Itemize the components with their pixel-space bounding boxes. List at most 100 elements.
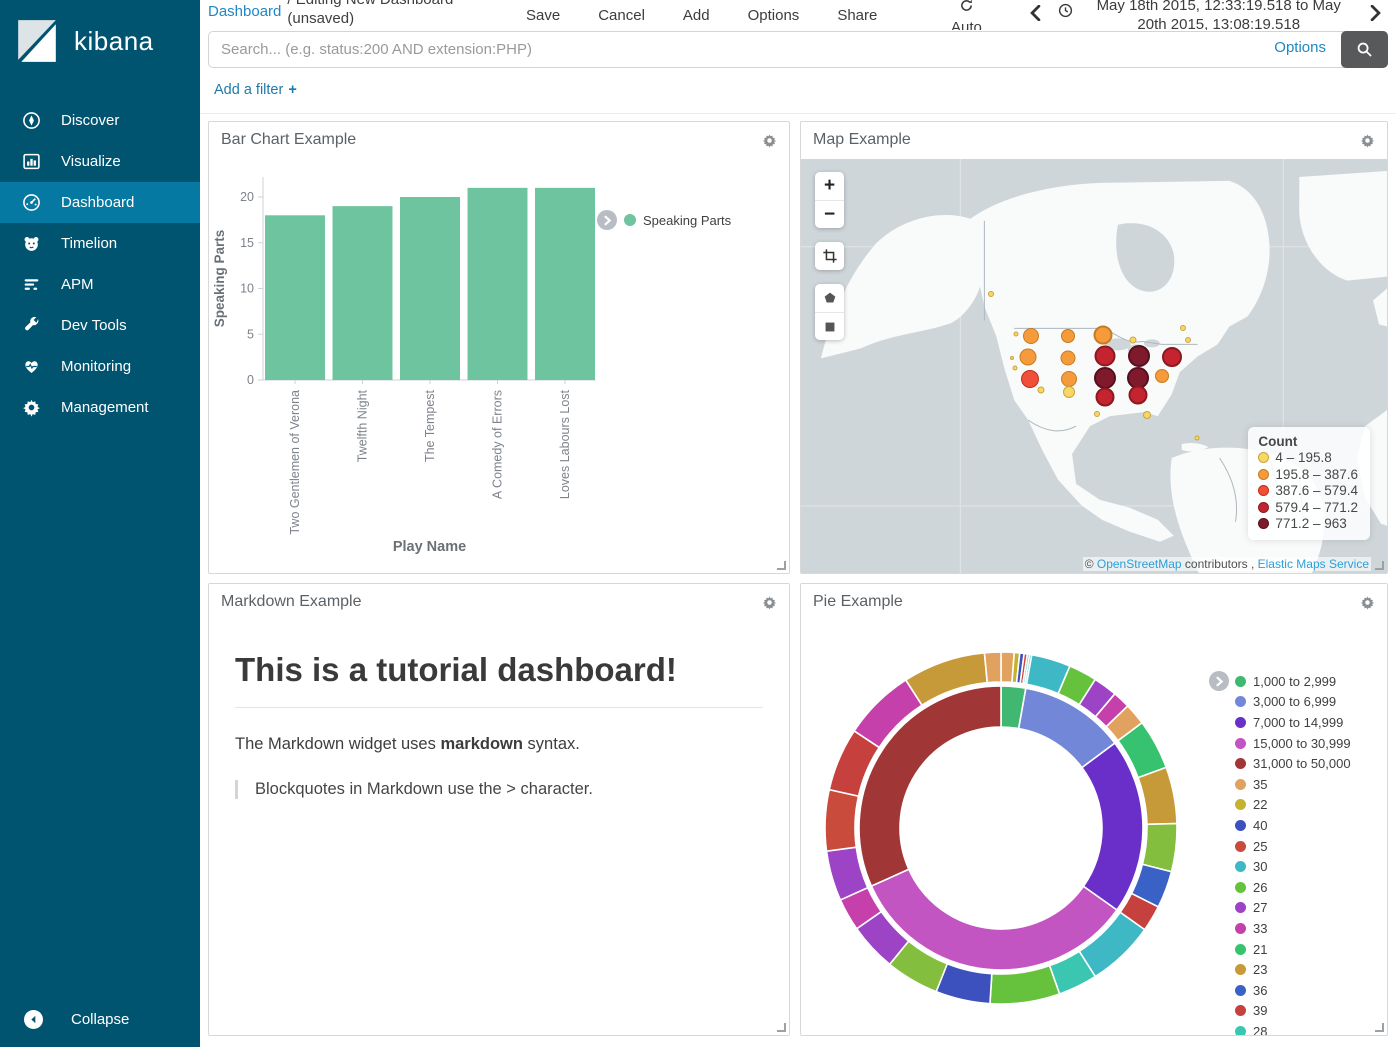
- map-body[interactable]: + −: [801, 159, 1387, 573]
- map-data-circle[interactable]: [1023, 328, 1039, 344]
- openstreetmap-link[interactable]: OpenStreetMap: [1096, 557, 1182, 571]
- resize-handle[interactable]: [777, 561, 786, 570]
- time-forward-button[interactable]: [1365, 4, 1386, 24]
- sidebar-item-monitoring[interactable]: Monitoring: [0, 346, 200, 387]
- map-data-circle[interactable]: [1093, 325, 1113, 345]
- legend-toggle-icon[interactable]: [1209, 671, 1229, 691]
- map-data-circle[interactable]: [1061, 329, 1075, 343]
- map-data-circle[interactable]: [1095, 387, 1115, 407]
- pie-legend-item[interactable]: 26: [1209, 877, 1351, 898]
- sidebar-item-timelion[interactable]: Timelion: [0, 223, 200, 264]
- add-filter-link[interactable]: Add a filter +: [214, 82, 297, 98]
- sidebar-item-discover[interactable]: Discover: [0, 100, 200, 141]
- pie-legend-item[interactable]: 36: [1209, 980, 1351, 1001]
- svg-text:0: 0: [247, 373, 254, 387]
- breadcrumb-dashboard-link[interactable]: Dashboard: [208, 3, 282, 20]
- map-data-circle[interactable]: [1155, 369, 1169, 383]
- sidebar-item-visualize[interactable]: Visualize: [0, 141, 200, 182]
- outer-ring-slice[interactable]: [989, 964, 1061, 1005]
- pie-legend-item[interactable]: 39: [1209, 1001, 1351, 1022]
- map-data-circle[interactable]: [1094, 345, 1116, 367]
- map-draw-rectangle-button[interactable]: [815, 312, 844, 340]
- map-data-circle[interactable]: [1143, 411, 1151, 419]
- map-data-circle[interactable]: [1094, 411, 1100, 417]
- search-button[interactable]: [1341, 31, 1388, 68]
- sidebar: kibana Discover Visualize Dashboard Timelio…: [0, 0, 200, 1047]
- share-button[interactable]: Share: [837, 7, 878, 24]
- panel-options-gear-icon[interactable]: [762, 133, 777, 148]
- map-data-circle[interactable]: [1060, 350, 1076, 366]
- map-data-circle[interactable]: [1094, 367, 1116, 389]
- map-draw-polygon-button[interactable]: [815, 284, 844, 312]
- options-button[interactable]: Options: [747, 7, 800, 24]
- panel-options-gear-icon[interactable]: [1360, 133, 1375, 148]
- map-data-circle[interactable]: [1037, 386, 1045, 394]
- map-data-circle[interactable]: [1021, 370, 1039, 388]
- sidebar-item-dev-tools[interactable]: Dev Tools: [0, 305, 200, 346]
- resize-handle[interactable]: [1375, 1023, 1384, 1032]
- pie-legend-item[interactable]: 23: [1209, 959, 1351, 980]
- time-range-picker[interactable]: May 18th 2015, 12:33:19.518 to May 20th …: [1058, 0, 1357, 30]
- pie-legend-item[interactable]: 1,000 to 2,999: [1209, 671, 1351, 692]
- map-data-circle[interactable]: [1162, 347, 1182, 367]
- resize-handle[interactable]: [777, 1023, 786, 1032]
- map-data-circle[interactable]: [1013, 331, 1019, 337]
- search-options-link[interactable]: Options: [1274, 39, 1326, 56]
- map-data-circle[interactable]: [1194, 435, 1200, 441]
- pie-legend-item[interactable]: 3,000 to 6,999: [1209, 692, 1351, 713]
- sidebar-item-apm[interactable]: APM: [0, 264, 200, 305]
- auto-refresh-button[interactable]: Auto refresh: [933, 0, 999, 30]
- map-data-circle[interactable]: [1010, 356, 1014, 360]
- panel-options-gear-icon[interactable]: [762, 595, 777, 610]
- add-button[interactable]: Add: [682, 7, 710, 24]
- resize-handle[interactable]: [1375, 561, 1384, 570]
- time-back-button[interactable]: [1025, 4, 1046, 24]
- sidebar-item-management[interactable]: Management: [0, 387, 200, 428]
- panel-options-gear-icon[interactable]: [1360, 595, 1375, 610]
- cancel-button[interactable]: Cancel: [598, 7, 645, 24]
- pie-legend-item[interactable]: 7,000 to 14,999: [1209, 712, 1351, 733]
- pie-legend-item[interactable]: 22: [1209, 795, 1351, 816]
- y-axis-title: Speaking Parts: [212, 230, 227, 328]
- sidebar-item-dashboard[interactable]: Dashboard: [0, 182, 200, 223]
- map-data-circle[interactable]: [1128, 385, 1148, 405]
- map-data-circle[interactable]: [1063, 386, 1075, 398]
- kibana-logo[interactable]: kibana: [0, 0, 200, 82]
- pie-legend-item[interactable]: 31,000 to 50,000: [1209, 753, 1351, 774]
- pie-legend-item[interactable]: 40: [1209, 815, 1351, 836]
- pie-legend-item[interactable]: 35: [1209, 774, 1351, 795]
- map-data-circle[interactable]: [1012, 365, 1018, 371]
- inner-ring-slice[interactable]: [858, 685, 1002, 888]
- map-data-circle[interactable]: [1180, 325, 1186, 331]
- map-zoom-in-button[interactable]: +: [815, 172, 844, 200]
- search-input[interactable]: [208, 31, 1388, 68]
- map-fit-bounds-button[interactable]: [815, 242, 844, 270]
- outer-ring-slice[interactable]: [1137, 766, 1178, 826]
- inner-ring-slice[interactable]: [870, 868, 1119, 971]
- pie-legend-item[interactable]: 25: [1209, 836, 1351, 857]
- pie-legend-item[interactable]: 33: [1209, 918, 1351, 939]
- map-data-circle[interactable]: [988, 291, 994, 297]
- outer-ring-slice[interactable]: [983, 651, 1002, 684]
- pie-legend-item[interactable]: 15,000 to 30,999: [1209, 733, 1351, 754]
- map-data-circle[interactable]: [1129, 336, 1137, 344]
- map-data-circle[interactable]: [1128, 345, 1150, 367]
- sidebar-collapse-button[interactable]: Collapse: [0, 994, 200, 1047]
- pie-legend-item[interactable]: 30: [1209, 856, 1351, 877]
- legend-range-label: 579.4 – 771.2: [1275, 499, 1358, 515]
- map-data-circle[interactable]: [1185, 337, 1191, 343]
- pie-legend-item[interactable]: 27: [1209, 898, 1351, 919]
- legend-toggle-icon[interactable]: [597, 210, 617, 230]
- map-data-circle[interactable]: [1019, 348, 1037, 366]
- elastic-maps-service-link[interactable]: Elastic Maps Service: [1257, 557, 1369, 571]
- outer-ring-slice[interactable]: [824, 788, 860, 853]
- pie-legend-item[interactable]: 28: [1209, 1021, 1351, 1035]
- map-zoom-out-button[interactable]: −: [815, 200, 844, 228]
- bar-chart[interactable]: 0 5 10 15 20 Two Gentlemen of Verona Twelfth N…: [209, 159, 789, 574]
- pie-chart[interactable]: [801, 621, 1387, 1036]
- legend-label[interactable]: Speaking Parts: [643, 212, 732, 228]
- save-button[interactable]: Save: [526, 7, 561, 24]
- map-data-circle[interactable]: [1061, 371, 1077, 387]
- pie-legend-item[interactable]: 21: [1209, 939, 1351, 960]
- outer-ring-slice[interactable]: [1141, 822, 1178, 873]
